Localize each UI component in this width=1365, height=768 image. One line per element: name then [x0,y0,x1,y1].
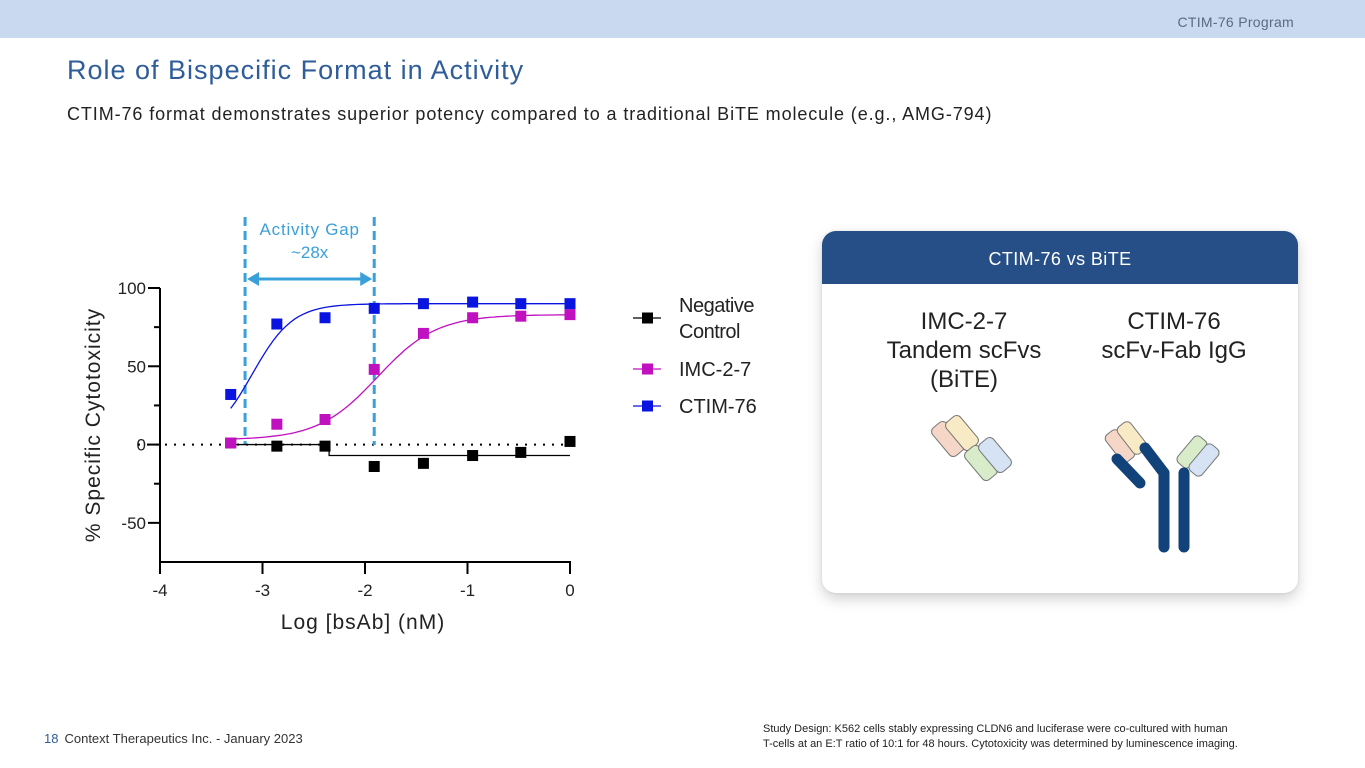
card-header: CTIM-76 vs BiTE [822,231,1298,284]
legend-label-negative: Negative [679,295,754,317]
data-point-series-1 [225,437,237,449]
data-point-series-1 [417,327,429,339]
data-point-series-2 [319,312,331,324]
legend-label-negative: Control [679,321,740,343]
study-design-note: Study Design: K562 cells stably expressi… [763,722,1353,752]
page-title: Role of Bispecific Format in Activity [67,55,525,85]
x-tick-label: -3 [255,581,270,600]
y-tick-label: 0 [137,436,146,455]
program-label: CTIM-76 Program [1177,14,1294,30]
data-point-series-2 [271,318,283,330]
y-tick-label: 100 [118,279,146,298]
fit-curve-2 [230,303,570,409]
data-point-series-2 [467,296,479,308]
y-tick-label: -50 [121,514,146,533]
x-tick-label: -4 [152,581,167,600]
ctim76-label: CTIM-76 scFv-Fab IgG [1069,307,1279,365]
bite-label-line: Tandem scFvs [886,337,1042,364]
data-point-series-1 [271,418,283,430]
page-number: 18 [44,731,59,746]
comparison-card: CTIM-76 vs BiTE IMC-2-7 Tandem scFvs (Bi… [822,231,1298,593]
y-tick-label: 50 [127,357,146,376]
data-point-series-0 [564,435,576,447]
footer-company: Context Therapeutics Inc. - January 2023 [64,731,303,746]
data-point-series-0 [417,457,429,469]
legend-label-imc: IMC-2-7 [679,359,751,381]
data-point-series-2 [564,298,576,310]
data-point-series-2 [417,298,429,310]
data-point-series-1 [368,363,380,375]
x-tick-label: -2 [357,581,372,600]
ctim76-label-line: CTIM-76 [1127,308,1221,335]
footnote-line: T-cells at an E:T ratio of 10:1 for 48 h… [763,738,1238,750]
data-point-series-0 [319,440,331,452]
data-point-series-1 [515,310,527,322]
arrowhead-right-icon [360,272,373,286]
data-point-series-2 [368,302,380,314]
bite-molecule-icon [931,414,1012,482]
data-point-series-0 [515,446,527,458]
y-axis-title: % Specific Cytotoxicity [82,308,105,542]
top-banner [0,0,1365,38]
bite-label-line: IMC-2-7 [920,308,1008,335]
fit-curve-1 [230,314,570,440]
data-point-series-1 [319,414,331,426]
activity-gap-label: Activity Gap [260,220,360,239]
data-point-series-0 [271,440,283,452]
igg-molecule-icon [1104,421,1220,553]
data-point-series-1 [564,309,576,321]
data-point-series-2 [515,298,527,310]
legend-marker [642,400,653,412]
bite-label-line: (BiTE) [930,366,998,393]
x-tick-label: 0 [565,581,574,600]
activity-gap-fold-label: ~28x [291,243,329,262]
ctim76-label-line: scFv-Fab IgG [1101,337,1247,364]
legend-marker [642,363,653,375]
x-axis-title: Log [bsAb] (nM) [281,611,445,634]
data-point-series-0 [467,450,479,462]
x-tick-label: -1 [460,581,475,600]
footnote-line: Study Design: K562 cells stably expressi… [763,723,1228,735]
cytotoxicity-chart: 100 50 0 -50 -4 -3 -2 -1 0 Log [bsAb] (nM) % Speci… [82,217,757,634]
data-point-series-0 [368,460,380,472]
data-point-series-1 [467,312,479,324]
footer: 18 Context Therapeutics Inc. - January 20… [44,731,303,746]
page-subtitle: CTIM-76 format demonstrates superior pot… [67,104,993,124]
legend-marker [642,312,653,324]
data-point-series-2 [225,388,237,400]
arrowhead-left-icon [247,272,260,286]
legend-label-ctim: CTIM-76 [679,396,757,418]
bite-label: IMC-2-7 Tandem scFvs (BiTE) [859,307,1069,394]
